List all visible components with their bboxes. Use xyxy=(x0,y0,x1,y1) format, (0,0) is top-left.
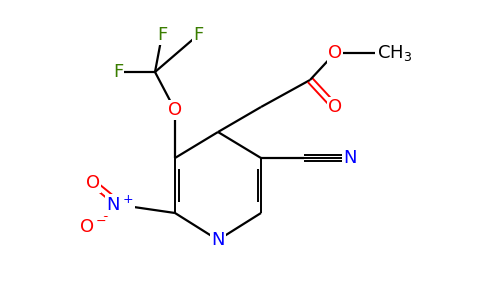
Text: O: O xyxy=(328,44,342,62)
Text: O: O xyxy=(328,98,342,116)
Text: CH$_3$: CH$_3$ xyxy=(377,43,412,63)
Text: F: F xyxy=(113,63,123,81)
Text: N: N xyxy=(211,231,225,249)
Text: O: O xyxy=(86,174,100,192)
Text: N: N xyxy=(343,149,357,167)
Text: O$^-$: O$^-$ xyxy=(79,218,107,236)
Text: F: F xyxy=(193,26,203,44)
Text: F: F xyxy=(157,26,167,44)
Text: O: O xyxy=(168,101,182,119)
Text: N$^+$: N$^+$ xyxy=(106,195,134,215)
